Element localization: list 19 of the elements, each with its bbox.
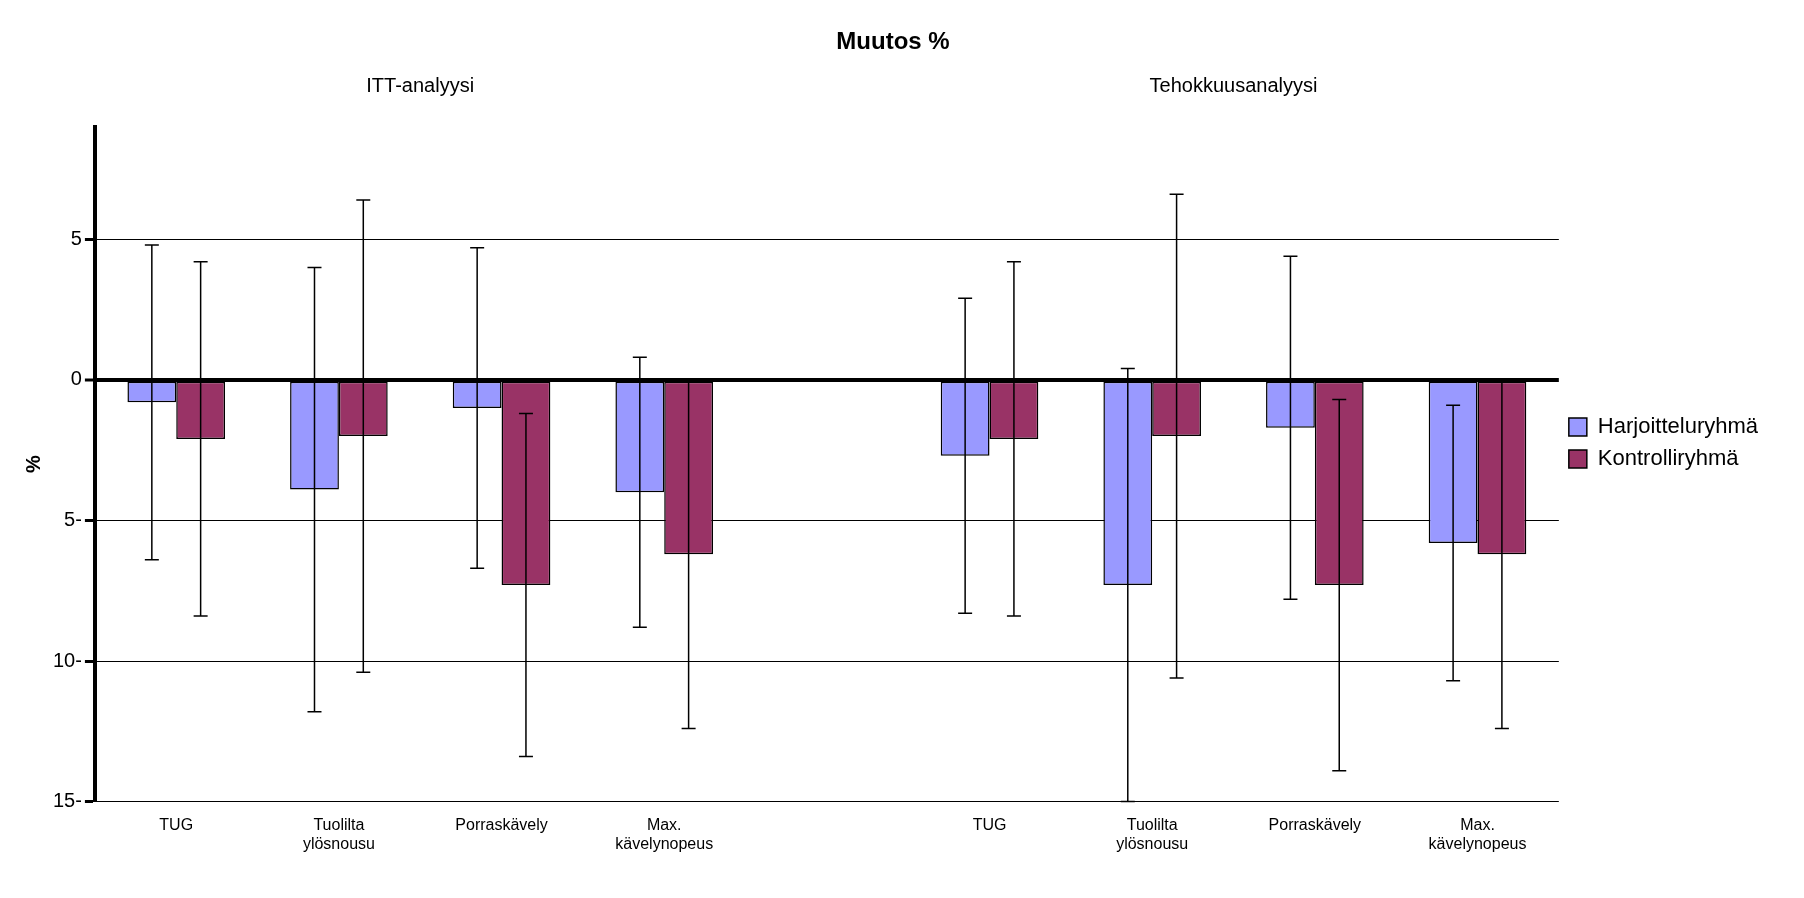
x-tick-label: Tuolilta ylösnousu (1116, 815, 1189, 852)
y-tick-label: 10- (53, 648, 82, 671)
chart-title: Muutos % (836, 27, 950, 55)
x-tick-label: Porraskävely (455, 815, 548, 833)
x-tick-label: Tuolilta ylösnousu (302, 815, 375, 852)
y-axis-title: % (21, 455, 44, 474)
y-tick-label: 5 (70, 226, 82, 249)
text: ITT-analyysi (366, 74, 475, 97)
x-tick-label: TUG (972, 815, 1007, 833)
y-tick-label: 0 (70, 367, 82, 390)
y-tick-label: 5- (64, 507, 82, 530)
x-tick-label: Max. kävelynopeus (615, 815, 714, 852)
x-tick-label: Max. kävelynopeus (1428, 815, 1527, 852)
x-tick-label: TUG (159, 815, 194, 833)
x-tick-label: Porraskävely (1268, 815, 1362, 833)
y-tick-label: 15- (53, 789, 82, 812)
text: Tehokkuusanalyysi (1149, 74, 1318, 97)
legend-label: Harjoitteluryhmä (1597, 413, 1759, 439)
legend-label: Kontrolliryhmä (1597, 445, 1740, 471)
